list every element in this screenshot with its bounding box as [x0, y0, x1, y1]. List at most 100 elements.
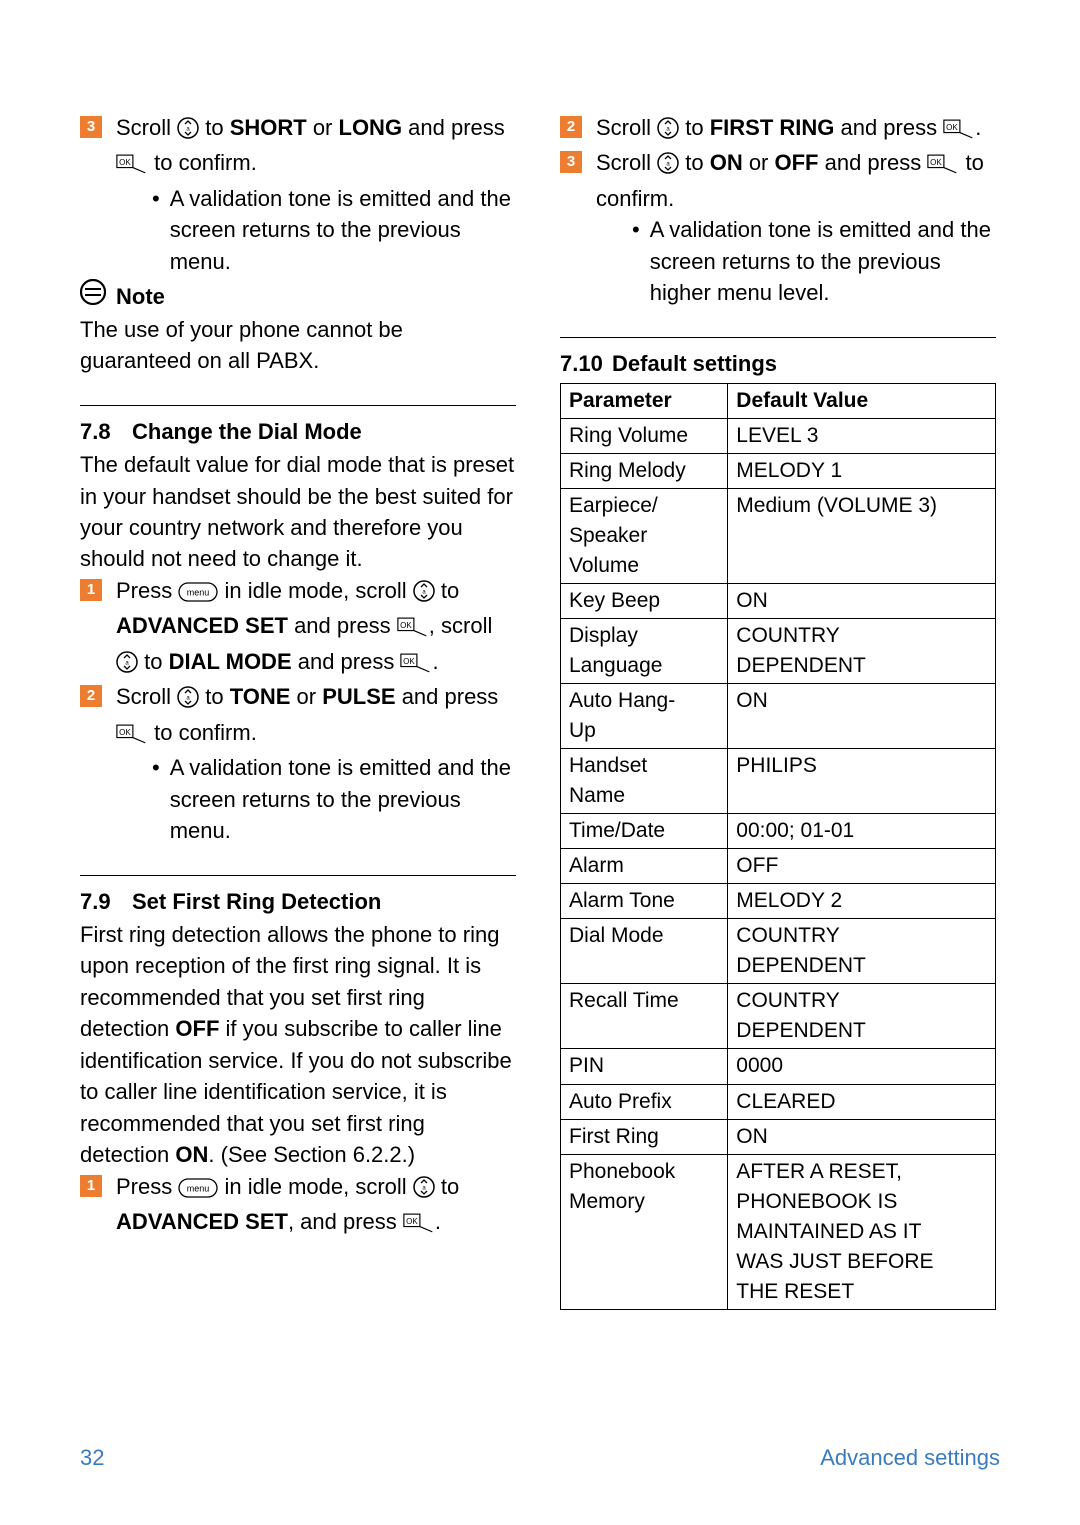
- table-row: First RingON: [561, 1119, 996, 1154]
- divider: [80, 875, 516, 876]
- cell-parameter: Auto Hang- Up: [561, 684, 728, 749]
- menu-icon: [178, 579, 218, 610]
- table-row: Dial ModeCOUNTRY DEPENDENT: [561, 919, 996, 984]
- table-row: Ring MelodyMELODY 1: [561, 454, 996, 489]
- table-row: Auto Hang- UpON: [561, 684, 996, 749]
- cell-default-value: LEVEL 3: [728, 419, 996, 454]
- cell-parameter: Ring Volume: [561, 419, 728, 454]
- th-parameter: Parameter: [561, 384, 728, 419]
- step-1-first-ring: 1 Press in idle mode, scroll to ADVANCED…: [80, 1171, 516, 1242]
- cell-default-value: COUNTRY DEPENDENT: [728, 919, 996, 984]
- step-2-first-ring: 2 Scroll to FIRST RING and press .: [560, 112, 996, 147]
- cell-parameter: Phonebook Memory: [561, 1154, 728, 1309]
- cell-parameter: Auto Prefix: [561, 1084, 728, 1119]
- table-row: PIN0000: [561, 1049, 996, 1084]
- step-3-on-off: 3 Scroll to ON or OFF and press to confi…: [560, 147, 996, 308]
- cell-default-value: AFTER A RESET, PHONEBOOK IS MAINTAINED A…: [728, 1154, 996, 1309]
- cell-parameter: Alarm: [561, 849, 728, 884]
- step-1-dial-mode: 1 Press in idle mode, scroll to ADVANCED…: [80, 575, 516, 681]
- cell-parameter: Display Language: [561, 619, 728, 684]
- cell-default-value: ON: [728, 584, 996, 619]
- table-row: Auto PrefixCLEARED: [561, 1084, 996, 1119]
- step-text: Press in idle mode, scroll to ADVANCED S…: [116, 1171, 516, 1242]
- table-row: Ring VolumeLEVEL 3: [561, 419, 996, 454]
- ok-icon: [927, 151, 959, 182]
- table-row: Time/Date00:00; 01-01: [561, 814, 996, 849]
- cell-parameter: Dial Mode: [561, 919, 728, 984]
- cell-parameter: Recall Time: [561, 984, 728, 1049]
- cell-default-value: MELODY 2: [728, 884, 996, 919]
- cell-default-value: PHILIPS: [728, 749, 996, 814]
- step-text: Press in idle mode, scroll to ADVANCED S…: [116, 575, 516, 681]
- table-row: Alarm ToneMELODY 2: [561, 884, 996, 919]
- table-row: Phonebook MemoryAFTER A RESET, PHONEBOOK…: [561, 1154, 996, 1309]
- cell-default-value: ON: [728, 1119, 996, 1154]
- th-default-value: Default Value: [728, 384, 996, 419]
- scroll-icon: [177, 685, 199, 716]
- footer-title: Advanced settings: [820, 1445, 1000, 1471]
- section-heading-7-9: 7.9Set First Ring Detection: [80, 886, 516, 917]
- table-row: Earpiece/ Speaker VolumeMedium (VOLUME 3…: [561, 489, 996, 584]
- cell-default-value: OFF: [728, 849, 996, 884]
- scroll-icon: [413, 1175, 435, 1206]
- table-row: AlarmOFF: [561, 849, 996, 884]
- scroll-icon: [657, 151, 679, 182]
- step-text: Scroll to TONE or PULSE and press to con…: [116, 681, 516, 752]
- divider: [80, 405, 516, 406]
- table-row: Display LanguageCOUNTRY DEPENDENT: [561, 619, 996, 684]
- ok-icon: [397, 614, 429, 645]
- cell-default-value: CLEARED: [728, 1084, 996, 1119]
- ok-icon: [943, 116, 975, 147]
- cell-parameter: PIN: [561, 1049, 728, 1084]
- cell-parameter: First Ring: [561, 1119, 728, 1154]
- table-row: Recall TimeCOUNTRY DEPENDENT: [561, 984, 996, 1049]
- cell-default-value: 0000: [728, 1049, 996, 1084]
- section-heading-7-8: 7.8Change the Dial Mode: [80, 416, 516, 447]
- table-header-row: Parameter Default Value: [561, 384, 996, 419]
- cell-default-value: MELODY 1: [728, 454, 996, 489]
- cell-parameter: Time/Date: [561, 814, 728, 849]
- cell-default-value: 00:00; 01-01: [728, 814, 996, 849]
- bullet: • A validation tone is emitted and the s…: [152, 183, 516, 277]
- right-column: 2 Scroll to FIRST RING and press . 3 Scr…: [560, 112, 996, 1310]
- cell-parameter: Alarm Tone: [561, 884, 728, 919]
- table-row: Handset NamePHILIPS: [561, 749, 996, 814]
- cell-parameter: Handset Name: [561, 749, 728, 814]
- step-text: Scroll to ON or OFF and press to confirm…: [596, 147, 996, 214]
- note-icon: [80, 279, 106, 313]
- cell-parameter: Earpiece/ Speaker Volume: [561, 489, 728, 584]
- menu-icon: [178, 1175, 218, 1206]
- cell-default-value: COUNTRY DEPENDENT: [728, 619, 996, 684]
- ok-icon: [403, 1210, 435, 1241]
- step-marker: 1: [80, 1175, 102, 1197]
- step-marker: 3: [560, 151, 582, 173]
- note-text: The use of your phone cannot be guarante…: [80, 314, 516, 377]
- step-marker: 1: [80, 579, 102, 601]
- step-2-tone-pulse: 2 Scroll to TONE or PULSE and press to c…: [80, 681, 516, 846]
- page-number: 32: [80, 1445, 104, 1471]
- step-marker: 3: [80, 116, 102, 138]
- cell-default-value: Medium (VOLUME 3): [728, 489, 996, 584]
- step-text: Scroll to SHORT or LONG and press to con…: [116, 112, 516, 183]
- scroll-icon: [177, 116, 199, 147]
- bullet: • A validation tone is emitted and the s…: [632, 214, 996, 308]
- left-column: 3 Scroll to SHORT or LONG and press to c…: [80, 112, 516, 1310]
- section-heading-7-10: 7.10Default settings: [560, 348, 996, 379]
- step-marker: 2: [80, 685, 102, 707]
- section-intro: First ring detection allows the phone to…: [80, 919, 516, 1171]
- footer: 32 Advanced settings: [80, 1445, 1000, 1471]
- ok-icon: [116, 721, 148, 752]
- step-3-short-long: 3 Scroll to SHORT or LONG and press to c…: [80, 112, 516, 277]
- ok-icon: [116, 151, 148, 182]
- cell-parameter: Ring Melody: [561, 454, 728, 489]
- table-row: Key BeepON: [561, 584, 996, 619]
- divider: [560, 337, 996, 338]
- cell-default-value: COUNTRY DEPENDENT: [728, 984, 996, 1049]
- section-intro: The default value for dial mode that is …: [80, 449, 516, 575]
- scroll-icon: [413, 579, 435, 610]
- step-text: Scroll to FIRST RING and press .: [596, 112, 996, 147]
- step-marker: 2: [560, 116, 582, 138]
- cell-parameter: Key Beep: [561, 584, 728, 619]
- note-heading: Note: [80, 279, 516, 313]
- scroll-icon: [657, 116, 679, 147]
